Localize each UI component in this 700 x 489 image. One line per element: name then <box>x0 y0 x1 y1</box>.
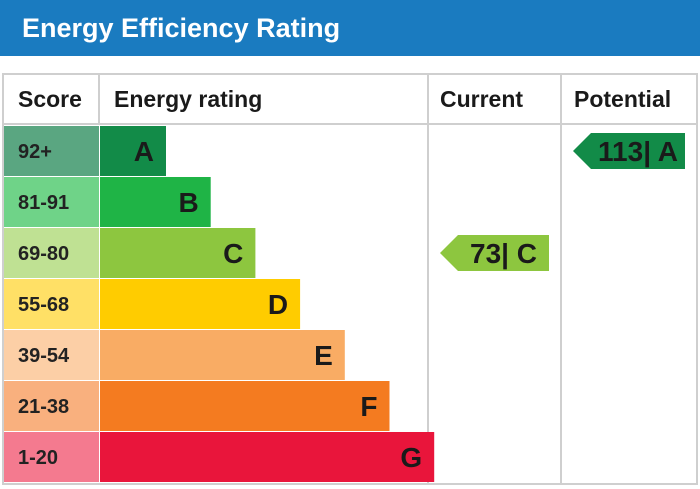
band-letter-b: B <box>178 187 198 218</box>
score-label-g: 1-20 <box>18 447 58 469</box>
header-potential: Potential <box>574 86 671 112</box>
potential-rating-label: 113| A <box>598 136 678 167</box>
header-energy-rating: Energy rating <box>114 86 262 112</box>
score-label-e: 39-54 <box>18 345 70 367</box>
score-cell-f <box>4 381 99 431</box>
band-bar-b <box>100 177 211 227</box>
band-letter-e: E <box>314 340 333 371</box>
chart-title: Energy Efficiency Rating <box>0 0 700 56</box>
score-cell-g <box>4 432 99 482</box>
rating-indicators: 73| C 113| A <box>440 133 685 271</box>
score-cell-e <box>4 330 99 380</box>
score-cell-b <box>4 177 99 227</box>
band-bar-d <box>100 279 301 329</box>
band-bar-f <box>100 381 390 431</box>
rating-bands: 92+ A 81-91 B 69-80 C 55-68 D 39-54 E 21-38 F 1-20 G <box>4 126 435 482</box>
band-bar-c <box>100 228 256 278</box>
band-letter-f: F <box>360 391 377 422</box>
band-letter-g: G <box>400 442 422 473</box>
score-cell-a <box>4 126 99 176</box>
band-letter-a: A <box>134 136 154 167</box>
score-label-a: 92+ <box>18 141 52 163</box>
header-score: Score <box>18 86 82 112</box>
header-current: Current <box>440 86 523 112</box>
potential-rating-arrow <box>573 133 685 169</box>
score-label-c: 69-80 <box>18 243 69 265</box>
current-rating-arrow <box>440 235 549 271</box>
band-bar-e <box>100 330 345 380</box>
current-rating-label: 73| C <box>470 238 537 269</box>
band-letter-d: D <box>268 289 288 320</box>
score-label-b: 81-91 <box>18 192 69 214</box>
score-label-f: 21-38 <box>18 396 69 418</box>
score-label-d: 55-68 <box>18 294 69 316</box>
band-bar-a <box>100 126 166 176</box>
score-cell-d <box>4 279 99 329</box>
band-letter-c: C <box>223 238 243 269</box>
score-cell-c <box>4 228 99 278</box>
band-bar-g <box>100 432 435 482</box>
